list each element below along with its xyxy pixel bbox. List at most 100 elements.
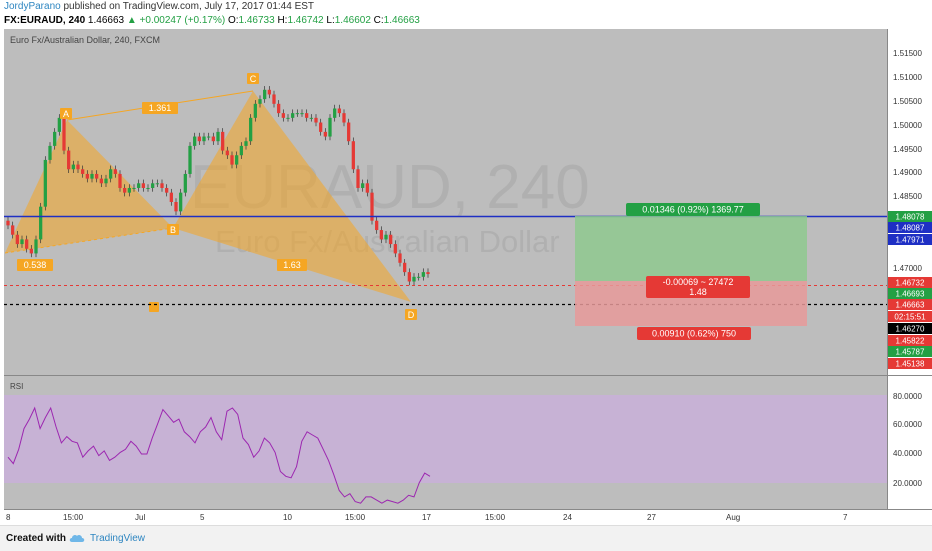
candle-body bbox=[291, 113, 295, 118]
y-tick: 1.50500 bbox=[893, 97, 922, 106]
rsi-y-tick: 60.0000 bbox=[893, 420, 922, 429]
created-with-label: Created with bbox=[6, 533, 67, 544]
target-label-box bbox=[626, 203, 760, 216]
candle-body bbox=[99, 178, 103, 184]
y-tick: 1.47000 bbox=[893, 264, 922, 273]
ratio-badge-1 bbox=[142, 102, 178, 114]
target-label: 0.01346 (0.92%) 1369.77 bbox=[642, 205, 744, 215]
pattern-labels: A B C D 1.361 0.538 1.63 bbox=[17, 73, 417, 320]
candle-body bbox=[286, 117, 290, 119]
candle-body bbox=[165, 187, 169, 193]
candle-body bbox=[118, 173, 122, 188]
candle-body bbox=[151, 183, 155, 188]
x-tick: 15:00 bbox=[63, 513, 84, 522]
candle-body bbox=[113, 169, 117, 174]
candle-body bbox=[62, 117, 66, 151]
price-tag-box bbox=[888, 335, 932, 346]
price-tag-box bbox=[888, 311, 932, 322]
pattern-point-d: D bbox=[408, 310, 415, 320]
price-tag: 1.48087 bbox=[896, 224, 925, 233]
candle-body bbox=[342, 113, 346, 123]
candle-body bbox=[351, 141, 355, 170]
candle-body bbox=[95, 173, 99, 179]
pattern-point-c-badge bbox=[247, 73, 259, 84]
price-tag-box bbox=[888, 323, 932, 334]
candle-body bbox=[221, 131, 225, 151]
candle-body bbox=[258, 99, 262, 104]
x-tick: 17 bbox=[422, 513, 431, 522]
countdown-tag: 02:15:51 bbox=[894, 313, 926, 322]
rsi-line bbox=[7, 406, 431, 504]
candle-body bbox=[15, 234, 19, 245]
chart-canvas[interactable]: EURAUD, 240 Euro Fx/Australian Dollar Eu… bbox=[0, 28, 932, 525]
symbol-label: FX:EURAUD, 240 bbox=[4, 15, 86, 26]
candle-body bbox=[25, 239, 29, 249]
price-tag-box bbox=[888, 288, 932, 299]
candle-body bbox=[347, 122, 351, 142]
ratio-label-1: 1.361 bbox=[149, 103, 172, 113]
chart-header: JordyParano published on TradingView.com… bbox=[0, 0, 932, 28]
candle-body bbox=[426, 272, 430, 275]
price-tag-box bbox=[888, 234, 932, 245]
candle-body bbox=[71, 164, 75, 170]
candle-body bbox=[197, 136, 201, 142]
long-position-tool[interactable]: 0.01346 (0.92%) 1369.77 -0.00069 ~ 27472… bbox=[575, 203, 807, 340]
pattern-point-x-badge bbox=[149, 302, 159, 312]
pattern-point-c: C bbox=[250, 74, 257, 84]
author-link[interactable]: JordyParano bbox=[4, 1, 61, 12]
price-tag-box bbox=[888, 277, 932, 288]
rsi-label: RSI bbox=[10, 382, 23, 391]
candle-body bbox=[141, 183, 145, 188]
tradingview-link[interactable]: TradingView bbox=[90, 533, 146, 544]
quote-line: FX:EURAUD, 240 1.46663 ▲ +0.00247 (+0.17… bbox=[4, 15, 420, 26]
candle-body bbox=[253, 103, 257, 118]
candle-body bbox=[333, 108, 337, 118]
y-tick: 1.49500 bbox=[893, 145, 922, 154]
y-tick: 1.51000 bbox=[893, 73, 922, 82]
candle-body bbox=[127, 187, 131, 193]
time-axis[interactable]: 8 15:00 Jul 5 10 15:00 17 15:00 24 27 Au… bbox=[6, 513, 848, 522]
up-arrow-icon: ▲ bbox=[126, 15, 137, 26]
close-value: 1.46663 bbox=[383, 15, 420, 26]
pattern-triangle-bcd bbox=[173, 91, 411, 302]
pattern-point-a: A bbox=[63, 109, 69, 119]
candle-body bbox=[67, 150, 71, 170]
price-tag: 1.46270 bbox=[896, 325, 925, 334]
candle-body bbox=[281, 113, 285, 118]
stop-label: 0.00910 (0.62%) 750 bbox=[652, 329, 736, 339]
price-axis[interactable]: 1.51500 1.51000 1.50500 1.50000 1.49500 … bbox=[893, 49, 922, 273]
open-value: 1.46733 bbox=[238, 15, 275, 26]
candle-body bbox=[179, 192, 183, 212]
candle-body bbox=[34, 239, 38, 254]
price-tag: 1.47971 bbox=[896, 236, 925, 245]
price-tag: 1.46732 bbox=[896, 279, 925, 288]
y-tick: 1.51500 bbox=[893, 49, 922, 58]
price-tag: 1.45787 bbox=[896, 348, 925, 357]
high-value: 1.46742 bbox=[287, 15, 324, 26]
candle-body bbox=[403, 262, 407, 273]
candle-body bbox=[85, 173, 89, 179]
rsi-y-tick: 20.0000 bbox=[893, 479, 922, 488]
candle-body bbox=[169, 192, 173, 202]
candle-body bbox=[412, 276, 416, 282]
pattern-point-b: B bbox=[170, 225, 176, 235]
candle-body bbox=[393, 244, 397, 254]
candle-body bbox=[57, 117, 61, 132]
candle-body bbox=[202, 136, 206, 142]
chart-legend-title: Euro Fx/Australian Dollar, 240, FXCM bbox=[10, 35, 160, 45]
candle-body bbox=[370, 192, 374, 221]
current-label-1: -0.00069 ~ 27472 bbox=[663, 277, 734, 287]
candle-body bbox=[211, 136, 215, 142]
rsi-band bbox=[4, 395, 887, 483]
pattern-triangle-xab bbox=[5, 120, 173, 253]
price-axis-background bbox=[887, 29, 932, 509]
candle-body bbox=[328, 117, 332, 137]
candle-body bbox=[123, 187, 127, 193]
candle-body bbox=[314, 117, 318, 123]
candle-body bbox=[337, 108, 341, 114]
candle-body bbox=[160, 183, 164, 188]
candle-body bbox=[361, 183, 365, 188]
candle-body bbox=[76, 164, 80, 170]
high-label: H: bbox=[277, 15, 288, 26]
low-value: 1.46602 bbox=[334, 15, 371, 26]
